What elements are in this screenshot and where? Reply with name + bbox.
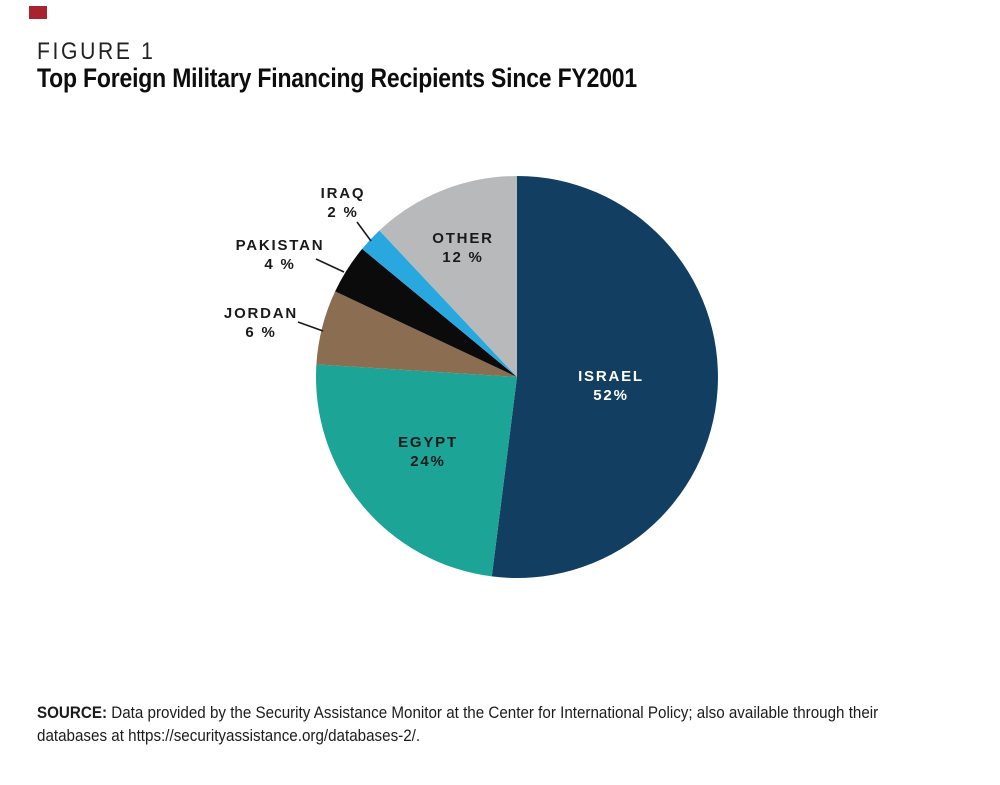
pie-label-israel-value: 52% xyxy=(593,387,629,404)
pie-label-israel-name: ISRAEL xyxy=(578,368,644,385)
pie-label-pakistan-value: 4 % xyxy=(264,256,296,273)
figure-brand-square xyxy=(29,6,47,19)
pie-label-egypt-name: EGYPT xyxy=(398,434,458,451)
pie-label-egypt: EGYPT 24% xyxy=(398,433,458,471)
pie-slice-iraq xyxy=(362,230,517,377)
pie-label-jordan: JORDAN 6 % xyxy=(224,304,298,342)
source-text: Data provided by the Security Assistance… xyxy=(37,704,879,745)
pie-label-iraq-name: IRAQ xyxy=(320,185,366,202)
figure-number-label: FIGURE 1 xyxy=(37,38,156,65)
chart-title: Top Foreign Military Financing Recipient… xyxy=(37,63,637,93)
pie-label-pakistan-name: PAKISTAN xyxy=(235,237,325,254)
pie-label-other-value: 12 % xyxy=(442,249,484,266)
pie-slice-jordan xyxy=(316,291,517,377)
leader-line-jordan xyxy=(297,321,324,332)
pie-label-israel: ISRAEL 52% xyxy=(578,367,644,405)
leader-lines xyxy=(297,221,372,332)
pie-slice-egypt xyxy=(316,364,517,577)
pie-label-egypt-value: 24% xyxy=(410,453,446,470)
pie-slice-other xyxy=(379,176,517,377)
source-note: SOURCE: Data provided by the Security As… xyxy=(37,702,948,748)
pie-label-iraq: IRAQ 2 % xyxy=(321,184,366,222)
pie-slice-israel xyxy=(491,176,718,578)
pie-label-jordan-value: 6 % xyxy=(245,324,277,341)
pie-label-other: OTHER 12 % xyxy=(432,229,494,267)
pie-slices xyxy=(316,176,718,578)
leader-line-pakistan xyxy=(315,258,345,273)
pie-label-iraq-value: 2 % xyxy=(327,204,359,221)
pie-label-other-name: OTHER xyxy=(432,230,494,247)
source-label: SOURCE: xyxy=(37,704,108,722)
pie-label-pakistan: PAKISTAN 4 % xyxy=(236,236,325,274)
pie-slice-pakistan xyxy=(335,248,517,377)
leader-line-iraq xyxy=(356,221,372,242)
pie-label-jordan-name: JORDAN xyxy=(223,305,299,322)
